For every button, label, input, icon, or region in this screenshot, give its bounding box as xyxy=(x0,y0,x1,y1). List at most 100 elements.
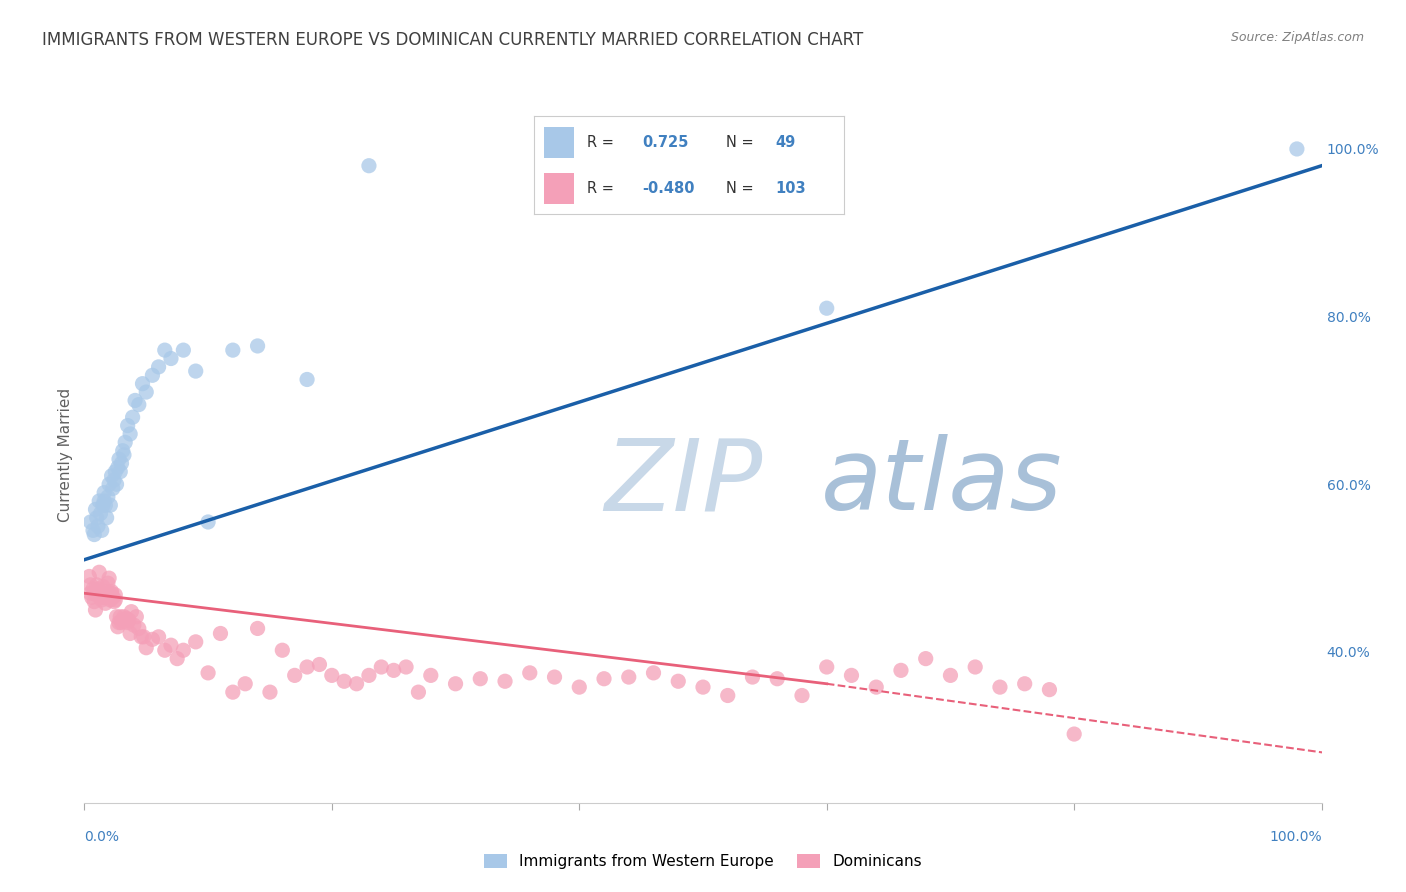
Point xyxy=(172,343,194,358)
Point xyxy=(112,609,135,624)
Point xyxy=(519,665,541,680)
Point xyxy=(93,494,115,508)
Point xyxy=(94,498,117,512)
Point xyxy=(83,586,105,600)
Point xyxy=(121,410,143,425)
Text: 100.0%: 100.0% xyxy=(1270,830,1322,844)
Point xyxy=(321,668,343,682)
Point xyxy=(184,635,207,649)
Point xyxy=(110,615,132,630)
Point xyxy=(543,670,565,684)
Point xyxy=(89,584,111,599)
Point xyxy=(118,613,141,627)
Point xyxy=(117,418,139,433)
Point xyxy=(93,588,115,602)
Point xyxy=(98,498,121,512)
Point xyxy=(419,668,441,682)
Point xyxy=(94,596,117,610)
Point xyxy=(153,643,176,657)
Point xyxy=(741,670,763,684)
Point xyxy=(79,578,101,592)
Point xyxy=(494,674,516,689)
Point xyxy=(83,594,105,608)
Point xyxy=(141,368,163,383)
Point xyxy=(104,593,127,607)
Point xyxy=(105,477,128,491)
FancyBboxPatch shape xyxy=(544,173,575,204)
Text: 103: 103 xyxy=(776,181,806,196)
Point xyxy=(100,586,122,600)
Point xyxy=(444,677,467,691)
Legend: Immigrants from Western Europe, Dominicans: Immigrants from Western Europe, Dominica… xyxy=(478,848,928,875)
Point xyxy=(93,591,115,605)
Point xyxy=(103,473,125,487)
Point xyxy=(135,640,157,655)
Point xyxy=(86,588,108,602)
Point xyxy=(91,591,114,605)
Point xyxy=(370,660,392,674)
Point xyxy=(82,524,104,538)
Point xyxy=(222,343,245,358)
Point xyxy=(128,398,150,412)
Text: R =: R = xyxy=(586,135,614,150)
Point xyxy=(97,490,120,504)
Point xyxy=(395,660,418,674)
Point xyxy=(160,638,183,652)
Point xyxy=(197,665,219,680)
Point xyxy=(295,372,318,386)
Point xyxy=(82,582,104,596)
Point xyxy=(104,465,127,479)
Point xyxy=(643,665,665,680)
Point xyxy=(107,460,129,475)
Point xyxy=(91,498,114,512)
Point xyxy=(110,465,132,479)
Point xyxy=(87,519,110,533)
Point xyxy=(172,643,194,657)
Point xyxy=(153,343,176,358)
Point xyxy=(84,502,107,516)
Text: ZIP: ZIP xyxy=(605,434,762,532)
Point xyxy=(1038,682,1060,697)
Point xyxy=(111,613,134,627)
Point xyxy=(89,588,111,602)
Text: N =: N = xyxy=(725,181,754,196)
Point xyxy=(141,632,163,647)
Point xyxy=(125,609,148,624)
Point xyxy=(865,680,887,694)
Text: N =: N = xyxy=(725,135,754,150)
Point xyxy=(939,668,962,682)
Point xyxy=(148,630,170,644)
Point xyxy=(815,301,838,316)
Point xyxy=(617,670,640,684)
Point xyxy=(96,588,118,602)
Point xyxy=(93,485,115,500)
Point xyxy=(988,680,1011,694)
Point xyxy=(90,524,112,538)
Point xyxy=(135,385,157,400)
Point xyxy=(83,527,105,541)
Point xyxy=(197,515,219,529)
Point xyxy=(103,594,125,608)
Point xyxy=(107,620,129,634)
Point xyxy=(666,674,689,689)
Point xyxy=(166,651,188,665)
Point xyxy=(90,593,112,607)
Point xyxy=(346,677,368,691)
Point xyxy=(87,582,110,596)
Point xyxy=(246,622,269,636)
Point xyxy=(114,613,136,627)
Point xyxy=(79,515,101,529)
Point xyxy=(89,507,111,521)
Y-axis label: Currently Married: Currently Married xyxy=(58,388,73,522)
Text: Source: ZipAtlas.com: Source: ZipAtlas.com xyxy=(1230,31,1364,45)
Point xyxy=(914,651,936,665)
Point xyxy=(382,664,405,678)
Point xyxy=(79,586,101,600)
Point xyxy=(233,677,256,691)
Point xyxy=(692,680,714,694)
Point xyxy=(717,689,740,703)
Text: R =: R = xyxy=(586,181,614,196)
Point xyxy=(89,494,111,508)
Point xyxy=(790,689,813,703)
Text: IMMIGRANTS FROM WESTERN EUROPE VS DOMINICAN CURRENTLY MARRIED CORRELATION CHART: IMMIGRANTS FROM WESTERN EUROPE VS DOMINI… xyxy=(42,31,863,49)
